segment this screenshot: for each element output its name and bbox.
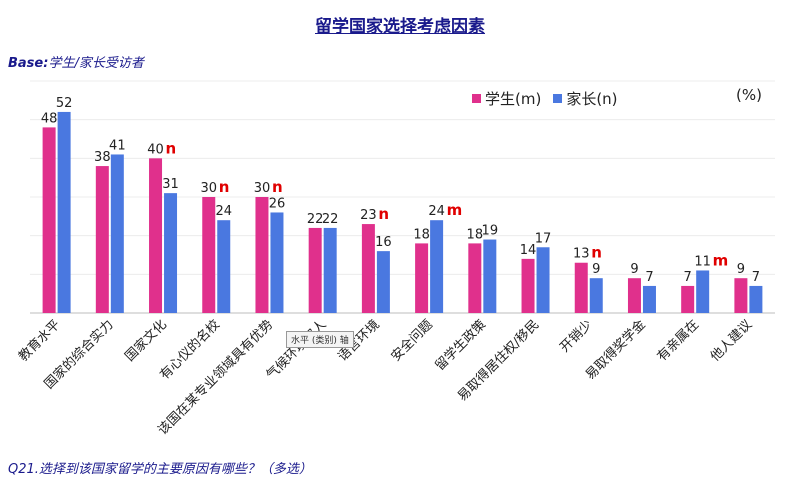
data-label: 24 <box>428 204 445 219</box>
bar-parents <box>642 285 656 313</box>
category-label: 安全问题 <box>388 317 436 365</box>
bar-parents <box>589 278 603 313</box>
bar-parents <box>217 220 231 313</box>
data-label: 41 <box>109 138 126 153</box>
bar-parents <box>110 154 124 313</box>
data-label: 19 <box>482 224 499 239</box>
significance-marker: n <box>272 178 283 196</box>
bar-students <box>149 158 163 313</box>
bar-students <box>42 127 56 314</box>
category-label: 留学生政策 <box>432 317 489 374</box>
bar-students <box>521 258 535 313</box>
bar-students <box>734 278 748 313</box>
category-label: 国家文化 <box>122 317 170 365</box>
category-label: 他人建议 <box>708 317 755 364</box>
significance-marker: m <box>447 201 463 219</box>
data-label: 23 <box>360 208 377 223</box>
significance-marker: n <box>166 139 177 157</box>
chart-title: 留学国家选择考虑因素 <box>315 17 485 37</box>
axis-tooltip: 水平 (类别) 轴 <box>286 331 354 348</box>
data-label: 11 <box>694 254 711 269</box>
bar-students <box>95 166 109 313</box>
data-label: 18 <box>413 227 430 242</box>
bar-students <box>255 197 269 313</box>
legend: 学生(m) 家长(n) <box>472 88 630 109</box>
question-footnote: Q21.选择到该国家留学的主要原因有哪些？（多选） <box>8 462 312 477</box>
legend-swatch-students <box>472 94 481 103</box>
data-label: 17 <box>535 231 552 246</box>
data-label: 30 <box>254 181 271 196</box>
data-label: 48 <box>41 111 58 126</box>
legend-label-students: 学生(m) <box>485 90 542 108</box>
category-label: 教育水平 <box>15 317 63 365</box>
data-label: 14 <box>520 243 537 258</box>
data-label: 9 <box>630 262 638 277</box>
data-label: 7 <box>645 270 653 285</box>
base-text: 学生/家长受访者 <box>48 56 144 71</box>
bar-students <box>468 243 482 313</box>
bar-students <box>681 285 695 313</box>
data-label: 30 <box>200 181 217 196</box>
significance-marker: m <box>713 251 729 269</box>
data-label: 38 <box>94 150 111 165</box>
bar-parents <box>536 247 550 313</box>
bar-students <box>202 197 216 313</box>
data-label: 7 <box>684 270 692 285</box>
data-label: 40 <box>147 142 164 157</box>
bar-students <box>574 262 588 313</box>
legend-swatch-parents <box>553 94 563 103</box>
bar-parents <box>749 285 763 313</box>
base-note: Base:学生/家长受访者 <box>8 52 144 71</box>
bar-students <box>361 224 375 313</box>
bar-parents <box>483 239 497 313</box>
data-label: 9 <box>737 262 745 277</box>
data-label: 18 <box>467 227 484 242</box>
base-prefix: Base: <box>8 56 49 71</box>
data-label: 26 <box>269 196 286 211</box>
bar-parents <box>57 111 71 313</box>
bar-parents <box>376 251 390 313</box>
category-label: 有亲属在 <box>655 317 702 364</box>
significance-marker: n <box>219 178 230 196</box>
bar-students <box>627 278 641 313</box>
data-label: 16 <box>375 235 392 250</box>
legend-item-parents: 家长(n) <box>553 88 618 109</box>
data-label: 13 <box>573 247 590 262</box>
data-label: 24 <box>215 204 232 219</box>
legend-label-parents: 家长(n) <box>566 90 618 108</box>
bar-parents <box>430 220 444 313</box>
significance-marker: n <box>378 205 389 223</box>
data-label: 31 <box>162 177 179 192</box>
significance-marker: n <box>591 244 602 262</box>
data-label: 22 <box>322 212 339 227</box>
category-label: 开销少 <box>557 317 595 355</box>
unit-label: (%) <box>736 86 762 104</box>
data-label: 22 <box>307 212 324 227</box>
bar-parents <box>164 193 178 313</box>
legend-item-students: 学生(m) <box>472 88 541 109</box>
bar-parents <box>323 227 337 313</box>
data-label: 9 <box>592 262 600 277</box>
bar-students <box>308 227 322 313</box>
data-label: 7 <box>752 270 760 285</box>
bar-parents <box>270 212 284 313</box>
bar-students <box>415 243 429 313</box>
bar-parents <box>696 270 710 313</box>
data-label: 52 <box>56 96 73 111</box>
